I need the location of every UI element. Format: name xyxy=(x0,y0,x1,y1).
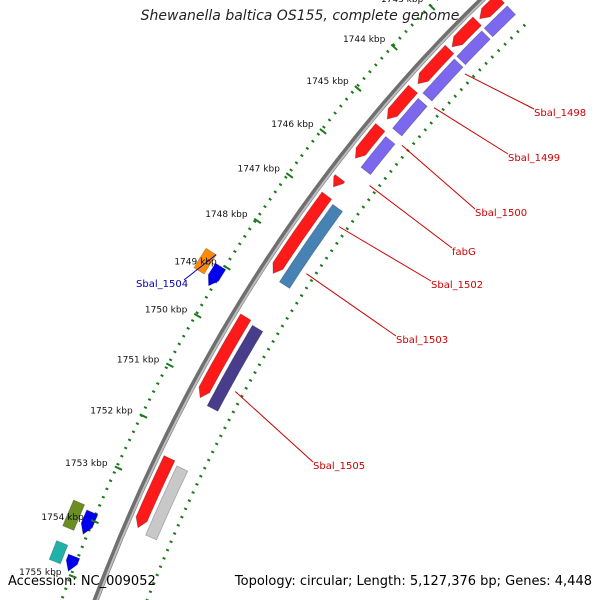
label-leader-sbal-1500 xyxy=(401,144,476,210)
tick-label: 1746 kbp xyxy=(271,120,314,130)
backbone-highlight xyxy=(96,0,486,600)
tick-mark xyxy=(114,465,123,471)
tick-label: 1753 kbp xyxy=(65,459,108,469)
tick-label: 1744 kbp xyxy=(343,35,386,45)
tick-mark xyxy=(253,217,262,224)
genome-stats: Topology: circular; Length: 5,127,376 bp… xyxy=(234,574,592,589)
product-feature-sbal-1504 xyxy=(207,262,227,287)
gene-label-sbal-1503[interactable]: Sbal_1503 xyxy=(396,335,448,346)
label-leader-sbal-1499 xyxy=(433,107,509,155)
tick-mark xyxy=(193,312,202,319)
gene-feature xyxy=(354,122,386,159)
tick-mark xyxy=(165,362,174,369)
gene-features xyxy=(48,0,517,572)
gene-label-fabg[interactable]: fabG xyxy=(452,247,476,258)
label-leader-sbal-1505 xyxy=(234,391,314,463)
gene-label-sbal-1499[interactable]: Sbal_1499 xyxy=(508,153,560,164)
genome-backbone xyxy=(92,0,486,600)
tick-mark xyxy=(285,172,294,179)
tick-label: 1749 kbp xyxy=(174,257,217,267)
map-title: Shewanella baltica OS155, complete genom… xyxy=(140,8,460,24)
tick-label: 1745 kbp xyxy=(306,77,349,87)
label-leader-sbal-1504 xyxy=(183,254,217,281)
tick-mark xyxy=(68,573,77,579)
product-feature xyxy=(206,324,264,412)
gene-feature xyxy=(272,191,333,274)
tick-label: 1752 kbp xyxy=(90,407,133,417)
label-leader-sbal-1503 xyxy=(306,273,397,337)
product-feature-small xyxy=(65,553,81,572)
tick-label: 1754 kbp xyxy=(41,513,84,523)
gene-feature xyxy=(332,174,346,188)
label-leader-sbal-1498 xyxy=(464,73,535,110)
gene-labels: Sbal_1498 Sbal_1499 Sbal_1500 fabG Sbal_1502… xyxy=(136,73,586,472)
gene-feature-small xyxy=(48,540,69,565)
gene-feature xyxy=(135,455,176,529)
tick-mark xyxy=(354,85,362,92)
gene-label-sbal-1504[interactable]: Sbal_1504 xyxy=(136,279,188,290)
dotted-guide-1 xyxy=(145,23,527,600)
product-feature xyxy=(392,97,428,137)
tick-label: 1743 kbp xyxy=(381,0,424,5)
tick-mark xyxy=(390,43,398,51)
tick-label: 1747 kbp xyxy=(238,164,281,174)
gene-label-sbal-1500[interactable]: Sbal_1500 xyxy=(475,208,527,219)
gene-feature xyxy=(386,84,419,120)
gene-label-sbal-1505[interactable]: Sbal_1505 xyxy=(313,461,365,472)
accession-label: Accession: NC_009052 xyxy=(8,574,156,589)
label-leader-sbal-1502 xyxy=(338,226,432,282)
product-feature xyxy=(422,58,464,102)
tick-mark xyxy=(222,264,231,271)
gene-feature xyxy=(417,44,455,85)
product-feature-small xyxy=(80,509,99,535)
product-feature xyxy=(483,5,517,38)
gene-feature xyxy=(198,313,252,399)
kbp-ticks: 1743 kbp 1744 kbp 1745 kbp 1746 kbp 1747 kbp… xyxy=(19,0,436,579)
label-leader-fabg xyxy=(369,185,453,249)
product-feature xyxy=(145,465,189,541)
tick-mark xyxy=(319,128,327,135)
tick-label: 1751 kbp xyxy=(117,356,160,366)
tick-label: 1750 kbp xyxy=(145,306,188,316)
product-feature xyxy=(456,30,491,66)
backbone-line xyxy=(92,0,486,600)
gene-feature xyxy=(451,16,482,48)
tick-label: 1748 kbp xyxy=(205,210,248,220)
gene-feature xyxy=(479,0,505,20)
tick-mark xyxy=(428,3,436,11)
gene-label-sbal-1502[interactable]: Sbal_1502 xyxy=(431,280,483,291)
gene-label-sbal-1498[interactable]: Sbal_1498 xyxy=(534,108,586,119)
tick-mark xyxy=(90,519,99,525)
tick-label: 1755 kbp xyxy=(19,568,62,578)
dotted-guides xyxy=(60,0,527,600)
tick-mark xyxy=(139,413,148,419)
product-feature xyxy=(278,203,344,289)
product-feature xyxy=(360,135,396,176)
gene-feature-small xyxy=(62,499,86,531)
